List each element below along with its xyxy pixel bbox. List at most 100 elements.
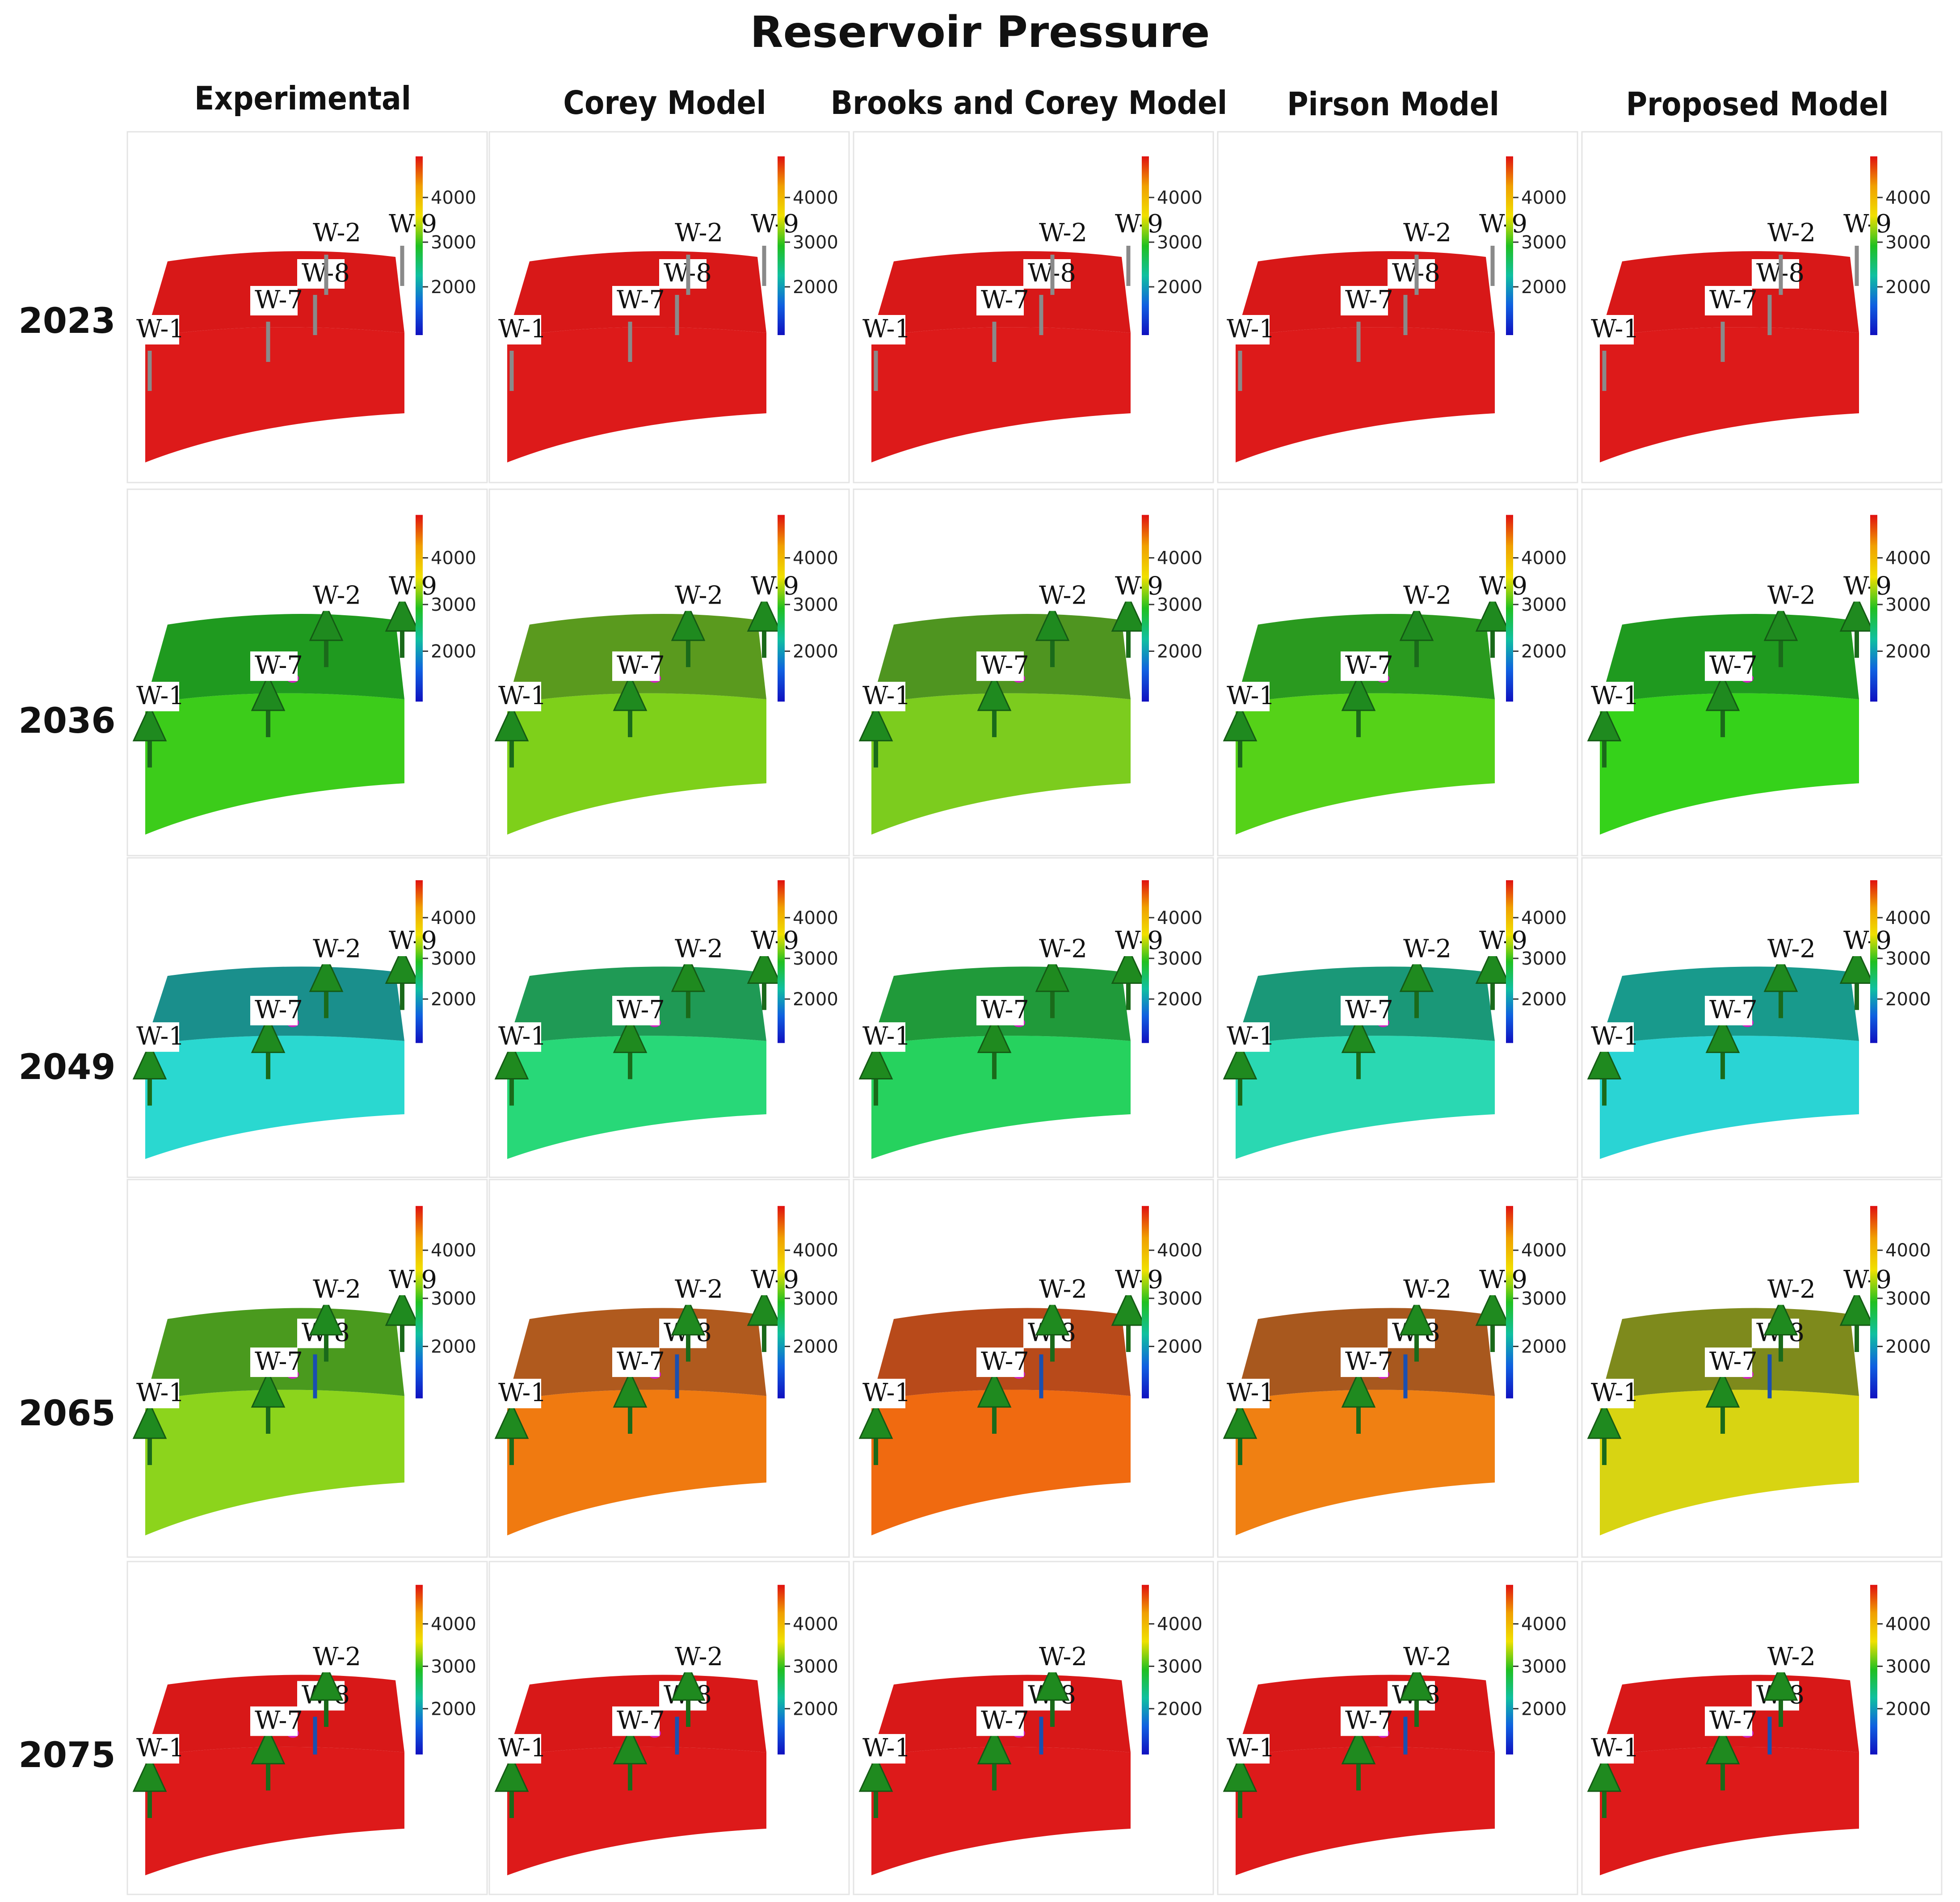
colorbar-tick-label: 4000	[1521, 908, 1567, 928]
well-label: W-7	[617, 1706, 665, 1735]
well-label: W-7	[981, 286, 1029, 315]
injector-arrow-icon	[1035, 955, 1070, 992]
well-label-box	[1222, 1022, 1270, 1052]
well-label-box	[1752, 259, 1799, 289]
well-label: W-7	[255, 995, 303, 1024]
column-header: Corey Model	[563, 84, 766, 122]
well-label: W-7	[1345, 651, 1393, 680]
reservoir-front-face	[1236, 327, 1495, 462]
well-label-box	[670, 1643, 718, 1673]
well-label-box	[250, 651, 298, 681]
injector-arrow-icon	[1399, 1298, 1434, 1336]
injector-arrow-icon	[251, 1370, 286, 1408]
injector-arrow-icon	[613, 1370, 648, 1408]
well-label-box	[308, 1643, 356, 1673]
well-label: W-1	[136, 681, 185, 710]
well-label-box	[976, 1706, 1024, 1736]
colorbar-tick-label: 4000	[793, 188, 838, 208]
injector-arrow-icon	[385, 594, 420, 632]
column-header: Brooks and Corey Model	[831, 84, 1227, 122]
colorbar-tick-label: 3000	[1157, 949, 1203, 969]
well-label: W-9	[1479, 571, 1527, 600]
well-label: W-1	[862, 681, 911, 710]
pressure-colorbar	[416, 880, 423, 1043]
well-label-box	[297, 259, 345, 289]
colorbar-tick-label: 4000	[1521, 548, 1567, 569]
well-label: W-9	[1843, 571, 1892, 600]
row-labels: 2023 2036 2049 2065 2075	[18, 301, 115, 1776]
colorbar-tick-label: 4000	[1521, 188, 1567, 208]
injector-arrow-icon	[494, 1042, 529, 1080]
well-label: W-7	[617, 286, 665, 315]
pressure-colorbar	[1870, 515, 1877, 702]
colorbar-tick-label: 4000	[1885, 548, 1931, 569]
well-label: W-1	[1227, 1378, 1275, 1407]
well-label-box	[1839, 572, 1886, 602]
well-label: W-2	[1039, 934, 1087, 963]
reservoir-front-face	[871, 1390, 1131, 1536]
reservoir-front-face	[1236, 1036, 1495, 1159]
well-label-box	[1035, 935, 1082, 965]
pressure-colorbar	[1870, 156, 1877, 335]
well-label: W-7	[1345, 1706, 1393, 1735]
well-label-box	[384, 210, 432, 239]
colorbar-tick-label: 3000	[793, 232, 838, 253]
colorbar-tick-label: 2000	[1885, 277, 1931, 298]
well-label: W-1	[1591, 1734, 1639, 1763]
well-label: W-1	[498, 1734, 547, 1763]
well-label-box	[1763, 581, 1810, 611]
well-label: W-2	[1039, 218, 1087, 248]
well-label: W-2	[1039, 1642, 1087, 1671]
injector-arrow-icon	[309, 604, 344, 641]
well-label: W-1	[136, 1022, 185, 1051]
well-label-box	[494, 1022, 541, 1052]
well-label-box	[1586, 1022, 1634, 1052]
well-label-box	[1222, 1378, 1270, 1408]
colorbar-tick-label: 3000	[431, 1656, 476, 1677]
well-label-box	[384, 1265, 432, 1295]
colorbar-tick-label: 3000	[431, 595, 476, 615]
injector-arrow-icon	[977, 1370, 1012, 1408]
well-label-box	[1399, 1643, 1446, 1673]
colorbar-tick-label: 2000	[793, 277, 838, 298]
well-label: W-9	[1479, 926, 1527, 955]
well-label-box	[612, 286, 660, 315]
reservoir-front-face	[145, 1390, 404, 1536]
well-label-box	[670, 219, 718, 248]
colorbar-tick-label: 4000	[431, 908, 476, 928]
well-label-box	[1110, 210, 1158, 239]
colorbar-tick-label: 3000	[1157, 1289, 1203, 1309]
colorbar-tick-label: 2000	[431, 277, 476, 298]
reservoir-front-face	[507, 693, 766, 835]
colorbar-tick-label: 2000	[1885, 1699, 1931, 1719]
well-label: W-9	[1843, 210, 1892, 239]
well-label: W-2	[1403, 934, 1451, 963]
injector-arrow-icon	[1587, 1755, 1622, 1792]
well-label: W-7	[255, 1347, 303, 1376]
well-label-box	[1110, 572, 1158, 602]
well-label-box	[1475, 927, 1522, 957]
well-label: W-2	[313, 218, 361, 248]
injector-arrow-icon	[385, 946, 420, 984]
well-label: W-9	[389, 210, 437, 239]
colorbar-tick-label: 3000	[1885, 1656, 1931, 1677]
colorbar-tick-label: 4000	[1157, 188, 1203, 208]
reservoir-front-face	[871, 1036, 1131, 1159]
colorbar-tick-label: 2000	[1521, 989, 1567, 1010]
well-label-box	[1839, 1265, 1886, 1295]
injector-arrow-icon	[1839, 1289, 1874, 1326]
column-header: Experimental	[194, 80, 411, 117]
injector-arrow-icon	[671, 955, 706, 992]
reservoir-front-face	[871, 693, 1131, 835]
injector-arrow-icon	[1399, 955, 1434, 992]
well-label: W-2	[313, 1275, 361, 1304]
colorbar-tick-label: 2000	[1521, 641, 1567, 662]
well-label: W-7	[981, 1347, 1029, 1376]
injector-arrow-icon	[858, 1402, 893, 1439]
well-label: W-1	[1227, 315, 1275, 344]
